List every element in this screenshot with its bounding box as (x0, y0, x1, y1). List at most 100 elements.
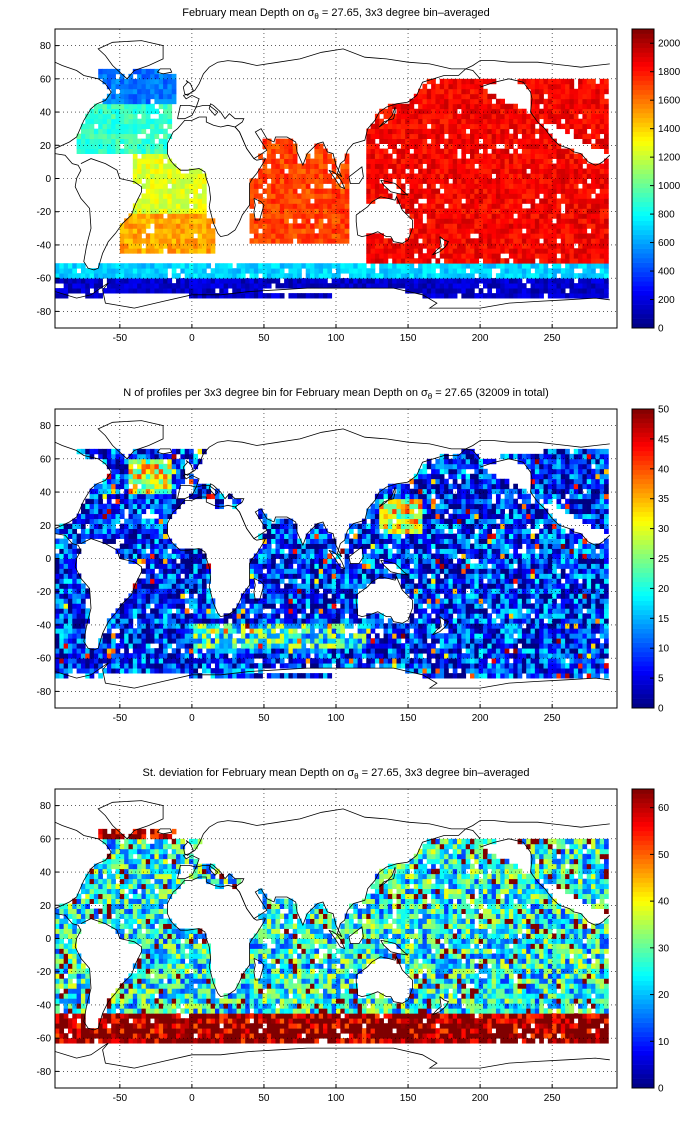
heatmap-cell (163, 268, 168, 274)
heatmap-cell (145, 108, 151, 115)
heatmap-cell (154, 233, 160, 239)
heatmap-cell (534, 223, 540, 229)
heatmap-cell (582, 263, 588, 269)
heatmap-cell (409, 288, 415, 294)
heatmap-cell (314, 178, 320, 184)
heatmap-cell (137, 98, 142, 105)
heatmap-cell (543, 248, 549, 254)
heatmap-cell (314, 273, 320, 279)
heatmap-cell (586, 663, 592, 669)
heatmap-cell (292, 268, 298, 274)
heatmap-cell (470, 208, 475, 214)
heatmap-cell (413, 628, 419, 634)
heatmap-cell (599, 643, 605, 649)
heatmap-cell (154, 238, 160, 244)
heatmap-cell (184, 633, 190, 639)
heatmap-cell (253, 238, 259, 244)
heatmap-cell (582, 188, 588, 194)
heatmap-cell (357, 643, 363, 649)
heatmap-cell (452, 153, 458, 159)
heatmap-cell (180, 653, 186, 659)
heatmap-cell (59, 668, 65, 674)
heatmap-cell (539, 163, 544, 169)
heatmap-cell (500, 278, 505, 284)
heatmap-cell (444, 248, 449, 254)
heatmap-cell (141, 88, 147, 95)
heatmap-cell (336, 663, 341, 669)
heatmap-cell (167, 638, 173, 644)
heatmap-cell (115, 278, 121, 284)
heatmap-cell (279, 638, 285, 644)
heatmap-cell (318, 143, 324, 149)
heatmap-cell (366, 163, 371, 169)
heatmap-cell (573, 113, 579, 120)
heatmap-cell (482, 658, 488, 664)
heatmap-cell (474, 173, 480, 179)
heatmap-cell (145, 83, 151, 90)
heatmap-cell (547, 283, 553, 289)
heatmap-cell (167, 88, 173, 95)
heatmap-cell (163, 163, 168, 169)
heatmap-cell (539, 278, 544, 284)
heatmap-cell (128, 98, 134, 105)
heatmap-cell (508, 283, 514, 289)
heatmap-cell (552, 83, 557, 90)
heatmap-cell (599, 203, 605, 209)
heatmap-cell (495, 98, 501, 105)
heatmap-cell (275, 213, 281, 219)
heatmap-cell (171, 618, 177, 624)
heatmap-cell (426, 118, 432, 125)
heatmap-cell (409, 228, 415, 234)
chart-panel-profile-count: N of profiles per 3x3 degree bin for Feb… (0, 380, 696, 760)
colorbar-segment (632, 169, 654, 175)
heatmap-cell (171, 98, 177, 105)
heatmap-cell (158, 208, 164, 214)
heatmap-cell (534, 243, 540, 249)
heatmap-cell (491, 658, 497, 664)
heatmap-cell (158, 273, 164, 279)
heatmap-cell (405, 108, 410, 115)
heatmap-cell (431, 638, 436, 644)
heatmap-cell (508, 138, 514, 145)
heatmap-cell (534, 113, 540, 120)
heatmap-cell (189, 628, 194, 634)
heatmap-cell (422, 138, 428, 145)
heatmap-cell (500, 113, 505, 120)
heatmap-cell (426, 183, 432, 189)
heatmap-cell (314, 623, 320, 629)
heatmap-cell (318, 638, 324, 644)
heatmap-cell (72, 268, 78, 274)
heatmap-cell (150, 198, 155, 204)
heatmap-cell (595, 293, 601, 299)
heatmap-cell (448, 268, 454, 274)
heatmap-cell (431, 213, 436, 219)
heatmap-cell (478, 653, 484, 659)
heatmap-cell (184, 288, 190, 294)
heatmap-cell (599, 658, 605, 664)
heatmap-cell (604, 283, 609, 289)
heatmap-cell (318, 653, 324, 659)
heatmap-cell (448, 173, 454, 179)
heatmap-cell (232, 658, 237, 664)
heatmap-cell (582, 133, 588, 140)
heatmap-cell (314, 283, 320, 289)
heatmap-cell (431, 138, 436, 145)
heatmap-cell (604, 118, 609, 125)
heatmap-cell (137, 263, 142, 269)
heatmap-cell (214, 273, 220, 279)
heatmap-cell (141, 203, 147, 209)
heatmap-cell (262, 223, 268, 229)
heatmap-cell (223, 673, 229, 679)
heatmap-cell (80, 648, 86, 654)
heatmap-cell (348, 263, 354, 269)
heatmap-cell (310, 268, 315, 274)
heatmap-cell (452, 128, 458, 135)
heatmap-cell (461, 628, 467, 634)
heatmap-cell (409, 198, 415, 204)
heatmap-cell (569, 93, 575, 100)
heatmap-cell (426, 288, 432, 294)
heatmap-cell (409, 663, 415, 669)
heatmap-cell (197, 618, 203, 624)
heatmap-cell (582, 108, 588, 115)
heatmap-cell (132, 283, 138, 289)
